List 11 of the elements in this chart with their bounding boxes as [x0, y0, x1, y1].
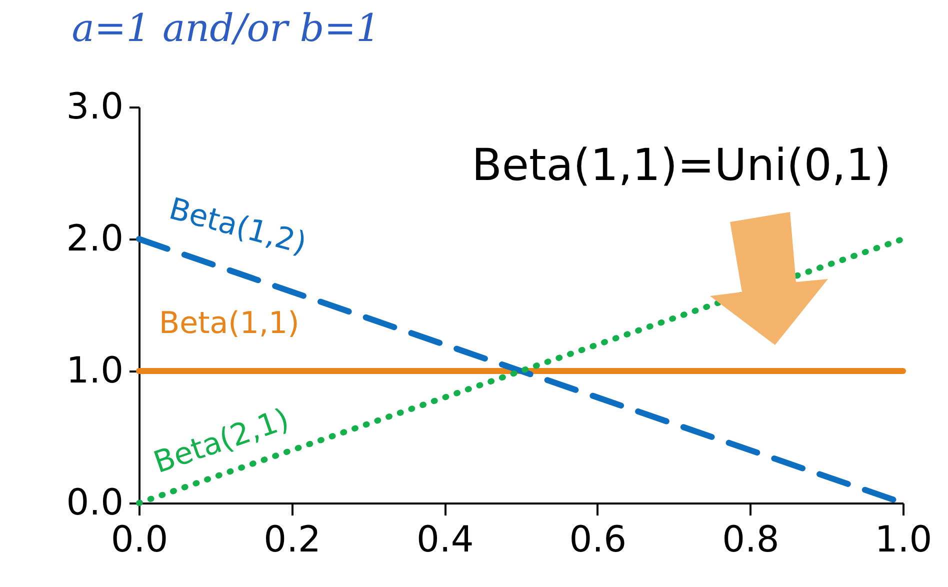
y-tick-label: 2.0: [66, 218, 124, 260]
y-tick-label: 3.0: [66, 86, 124, 128]
x-tick-label: 0.8: [722, 520, 780, 560]
annotation: Beta(1,1)=Uni(0,1): [472, 140, 891, 191]
x-tick-label: 0.6: [569, 520, 627, 560]
chart-title: a=1 and/or b=1: [72, 6, 380, 50]
y-tick-label: 1.0: [66, 350, 124, 392]
x-tick-label: 0.2: [264, 520, 321, 560]
series-label: Beta(1,1): [159, 306, 300, 341]
x-tick-label: 1.0: [874, 520, 932, 560]
x-tick-label: 0.4: [416, 520, 474, 560]
